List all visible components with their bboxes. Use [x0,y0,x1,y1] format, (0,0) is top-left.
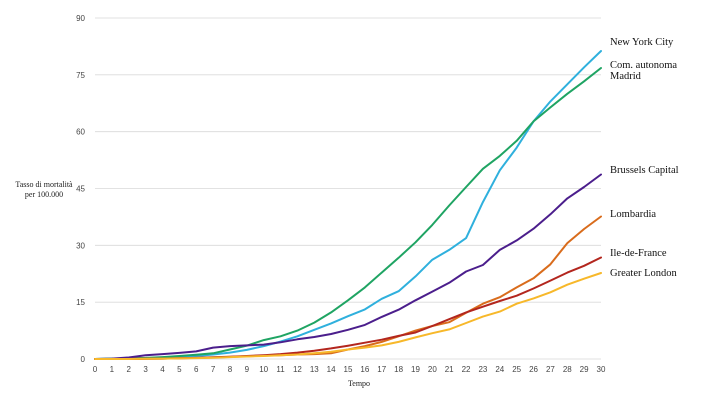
x-tick-label: 26 [529,365,538,374]
series-label-5: Greater London [610,268,678,279]
y-tick-label: 75 [76,71,85,80]
x-tick-label: 10 [259,365,268,374]
series-line-0 [94,50,602,360]
y-axis-title-line-2: per 100.000 [25,190,63,199]
x-tick-label: 29 [580,365,589,374]
x-tick-label: 24 [495,365,504,374]
x-tick-label: 13 [310,365,319,374]
y-tick-label: 60 [76,128,85,137]
x-tick-label: 28 [563,365,572,374]
series-lines [94,50,602,360]
series-line-5 [94,272,602,360]
x-tick-label: 9 [245,365,250,374]
x-tick-label: 21 [445,365,454,374]
x-tick-label: 30 [597,365,606,374]
x-tick-label: 2 [127,365,132,374]
x-tick-label: 1 [110,365,115,374]
series-line-2 [94,173,602,360]
series-label-1-line-1: Com. autonoma [610,60,677,71]
series-label-0: New York City [610,37,674,48]
x-tick-label: 14 [327,365,336,374]
x-tick-label: 27 [546,365,555,374]
series-line-4 [94,256,602,360]
x-axis-ticks: 0 1 2 3 4 5 6 7 8 9 10 11 12 13 14 15 16 17 18 19 20 21 22 23 24… [93,365,606,374]
y-tick-label: 90 [76,14,85,23]
y-tick-label: 0 [81,355,86,364]
x-tick-label: 18 [394,365,403,374]
x-tick-label: 20 [428,365,437,374]
series-label-1-line-2: Madrid [610,71,642,82]
x-tick-label: 22 [462,365,471,374]
y-tick-label: 45 [76,185,85,194]
x-tick-label: 5 [177,365,182,374]
series-label-4: Ile-de-France [610,248,667,259]
series-label-2: Brussels Capital [610,165,679,176]
x-tick-label: 16 [360,365,369,374]
y-axis-ticks: 0 15 30 45 60 75 90 [76,14,85,364]
x-tick-label: 8 [228,365,233,374]
series-line-3 [94,215,602,360]
x-tick-label: 19 [411,365,420,374]
x-tick-label: 11 [276,365,285,374]
x-tick-label: 15 [344,365,353,374]
x-tick-label: 17 [377,365,386,374]
x-tick-label: 25 [512,365,521,374]
x-axis-title: Tempo [348,379,370,388]
x-tick-label: 0 [93,365,98,374]
grid-layer [95,17,601,360]
x-tick-label: 6 [194,365,199,374]
y-tick-label: 30 [76,241,85,250]
series-line-1 [94,67,602,360]
x-tick-label: 12 [293,365,302,374]
y-axis-title-line-1: Tasso di mortalità [15,180,73,189]
x-tick-label: 23 [478,365,487,374]
y-tick-label: 15 [76,298,85,307]
x-tick-label: 4 [160,365,165,374]
x-tick-label: 3 [143,365,148,374]
x-tick-label: 7 [211,365,216,374]
series-label-3: Lombardia [610,209,656,220]
